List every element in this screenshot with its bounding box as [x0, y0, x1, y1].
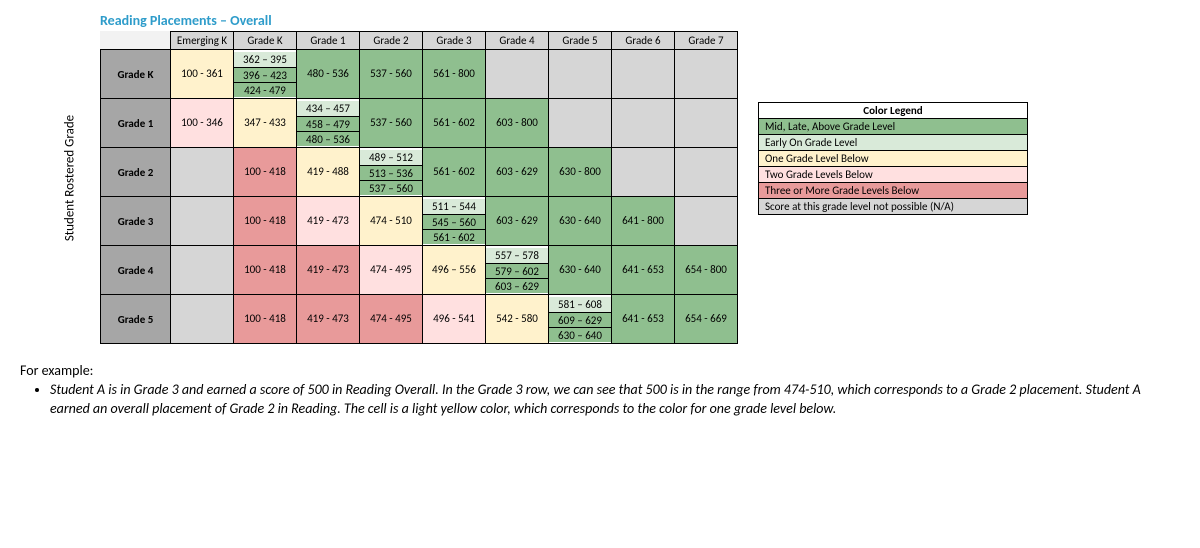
table-cell	[549, 99, 612, 148]
table-cell	[675, 197, 738, 246]
col-header: Grade 1	[297, 32, 360, 50]
table-cell: 474 - 510	[360, 197, 423, 246]
table-cell: 537 - 560	[360, 99, 423, 148]
table-cell: 489 – 512513 – 536537 – 560	[360, 148, 423, 197]
table-cell: 641 - 800	[612, 197, 675, 246]
table-cell: 480 - 536	[297, 50, 360, 99]
table-row: Grade K100 - 361362 – 395396 – 423424 - …	[101, 50, 738, 99]
col-header: Grade 2	[360, 32, 423, 50]
row-header: Grade 2	[101, 148, 171, 197]
table-cell	[612, 148, 675, 197]
col-header: Grade 6	[612, 32, 675, 50]
table-cell: 419 - 473	[297, 246, 360, 295]
table-cell: 100 - 418	[234, 295, 297, 344]
table-cell	[675, 99, 738, 148]
table-cell: 419 - 473	[297, 295, 360, 344]
table-cell: 641 - 653	[612, 295, 675, 344]
example-block: For example: Student A is in Grade 3 and…	[20, 362, 1180, 419]
table-cell: 419 - 473	[297, 197, 360, 246]
legend-item: Score at this grade level not possible (…	[759, 199, 1027, 214]
table-cell	[171, 148, 234, 197]
legend-item: Three or More Grade Levels Below	[759, 183, 1027, 199]
example-bullet: Student A is in Grade 3 and earned a sco…	[50, 381, 1180, 419]
table-cell: 100 - 418	[234, 246, 297, 295]
table-cell	[675, 148, 738, 197]
row-header: Grade 3	[101, 197, 171, 246]
table-row: Grade 3 100 - 418419 - 473474 - 510511 – …	[101, 197, 738, 246]
placements-table-block: Reading Placements – Overall Student Ros…	[100, 12, 738, 344]
row-header: Grade 4	[101, 246, 171, 295]
col-header: Grade 3	[423, 32, 486, 50]
col-header: Grade 5	[549, 32, 612, 50]
table-cell	[171, 246, 234, 295]
table-corner	[101, 32, 171, 50]
table-cell: 603 - 629	[486, 197, 549, 246]
table-cell	[549, 50, 612, 99]
table-cell: 561 - 800	[423, 50, 486, 99]
col-header: Emerging K	[171, 32, 234, 50]
table-cell: 419 - 488	[297, 148, 360, 197]
page-title: Reading Placements – Overall	[100, 12, 738, 29]
table-cell: 561 - 602	[423, 99, 486, 148]
color-legend: Color Legend Mid, Late, Above Grade Leve…	[758, 102, 1028, 215]
table-cell: 474 - 495	[360, 246, 423, 295]
table-cell	[486, 50, 549, 99]
table-cell: 100 - 346	[171, 99, 234, 148]
row-header: Grade 5	[101, 295, 171, 344]
row-header: Grade 1	[101, 99, 171, 148]
table-cell: 100 - 361	[171, 50, 234, 99]
table-cell: 641 - 653	[612, 246, 675, 295]
col-header: Grade 7	[675, 32, 738, 50]
col-header: Grade K	[234, 32, 297, 50]
legend-item: Mid, Late, Above Grade Level	[759, 119, 1027, 135]
legend-item: Two Grade Levels Below	[759, 167, 1027, 183]
table-cell: 496 – 556	[423, 246, 486, 295]
table-cell	[612, 50, 675, 99]
row-header: Grade K	[101, 50, 171, 99]
table-cell: 561 - 602	[423, 148, 486, 197]
table-cell: 100 - 418	[234, 148, 297, 197]
table-cell: 100 - 418	[234, 197, 297, 246]
table-cell: 630 - 800	[549, 148, 612, 197]
table-cell	[675, 50, 738, 99]
table-cell: 511 – 544545 – 560561 - 602	[423, 197, 486, 246]
example-intro: For example:	[20, 362, 1180, 379]
table-cell: 581 – 608609 – 629630 – 640	[549, 295, 612, 344]
table-cell: 603 - 629	[486, 148, 549, 197]
table-cell: 557 – 578579 – 602603 – 629	[486, 246, 549, 295]
table-row: Grade 5 100 - 418419 - 473474 - 495496 - …	[101, 295, 738, 344]
table-cell: 496 - 541	[423, 295, 486, 344]
legend-title: Color Legend	[759, 103, 1027, 119]
placements-table: Emerging KGrade KGrade 1Grade 2Grade 3Gr…	[100, 31, 738, 344]
table-row: Grade 1100 - 346347 - 433434 – 457458 – …	[101, 99, 738, 148]
table-row: Grade 2 100 - 418419 - 488489 – 512513 – …	[101, 148, 738, 197]
table-cell: 603 - 800	[486, 99, 549, 148]
table-cell: 630 - 640	[549, 246, 612, 295]
table-cell	[612, 99, 675, 148]
table-cell	[171, 295, 234, 344]
legend-item: Early On Grade Level	[759, 135, 1027, 151]
legend-item: One Grade Level Below	[759, 151, 1027, 167]
table-cell: 542 - 580	[486, 295, 549, 344]
vertical-axis-label: Student Rostered Grade	[63, 115, 78, 241]
table-cell	[171, 197, 234, 246]
table-cell: 654 - 800	[675, 246, 738, 295]
table-cell: 347 - 433	[234, 99, 297, 148]
table-cell: 630 - 640	[549, 197, 612, 246]
table-cell: 474 - 495	[360, 295, 423, 344]
table-cell: 537 - 560	[360, 50, 423, 99]
table-cell: 434 – 457458 – 479480 – 536	[297, 99, 360, 148]
table-cell: 362 – 395396 – 423424 - 479	[234, 50, 297, 99]
table-row: Grade 4 100 - 418419 - 473474 - 495496 – …	[101, 246, 738, 295]
table-cell: 654 - 669	[675, 295, 738, 344]
col-header: Grade 4	[486, 32, 549, 50]
